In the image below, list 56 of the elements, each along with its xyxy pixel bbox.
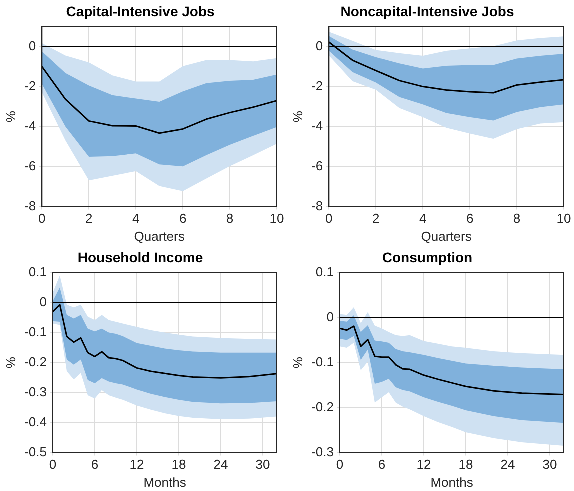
y-tick-label: -0.5	[24, 444, 47, 460]
y-tick-label: -0.3	[312, 444, 334, 460]
y-tick-label: -4	[312, 118, 324, 134]
x-tick-label: 8	[226, 211, 234, 226]
y-tick-label: -0.1	[312, 354, 334, 370]
y-tick-label: -6	[312, 158, 324, 174]
chart-title: Household Income	[78, 249, 204, 266]
y-tick-label: -0.3	[24, 384, 47, 400]
y-tick-label: 0.1	[28, 264, 47, 280]
x-tick-label: 18	[458, 457, 474, 472]
y-tick-label: -6	[24, 158, 36, 174]
x-axis-title: Quarters	[421, 228, 472, 244]
x-tick-label: 6	[378, 457, 386, 472]
chart-title: Capital-Intensive Jobs	[66, 3, 216, 20]
chart-title: Noncapital-Intensive Jobs	[340, 3, 514, 20]
x-tick-label: 24	[500, 457, 516, 472]
x-tick-label: 6	[179, 211, 187, 226]
y-axis-title: %	[3, 356, 18, 369]
x-tick-label: 6	[91, 457, 99, 472]
x-tick-label: 18	[172, 457, 186, 472]
y-axis-title: %	[290, 356, 306, 369]
x-axis-title: Months	[144, 474, 187, 490]
y-tick-label: -0.2	[312, 399, 334, 414]
y-tick-label: -8	[312, 198, 324, 214]
x-tick-label: 6	[466, 211, 474, 226]
x-axis-title: Quarters	[134, 228, 186, 244]
x-axis-title: Months	[430, 474, 474, 490]
y-tick-label: 0	[28, 38, 36, 54]
x-tick-label: 10	[556, 211, 572, 226]
x-tick-label: 30	[256, 457, 270, 472]
y-tick-label: -2	[312, 78, 324, 94]
x-tick-label: 2	[372, 211, 380, 226]
x-tick-label: 12	[130, 457, 144, 472]
y-tick-label: -4	[24, 118, 36, 134]
y-tick-label: -8	[24, 198, 36, 214]
y-axis-title: %	[290, 110, 306, 123]
x-tick-label: 8	[513, 211, 521, 226]
y-tick-label: -2	[24, 78, 36, 94]
y-tick-label: 0	[316, 38, 324, 54]
x-tick-label: 0	[336, 457, 344, 472]
y-tick-label: -0.4	[24, 414, 47, 430]
chart-title: Consumption	[382, 249, 473, 266]
y-tick-label: 0.1	[316, 264, 334, 280]
x-tick-label: 12	[416, 457, 432, 472]
y-tick-label: 0	[326, 309, 334, 324]
x-tick-label: 24	[214, 457, 228, 472]
x-tick-label: 30	[542, 457, 558, 472]
x-tick-label: 4	[419, 211, 427, 226]
y-tick-label: -0.2	[24, 354, 47, 370]
y-axis-title: %	[3, 110, 18, 123]
x-tick-label: 2	[86, 211, 93, 226]
x-tick-label: 0	[49, 457, 57, 472]
y-tick-label: 0	[40, 294, 47, 310]
x-tick-label: 4	[132, 211, 140, 226]
y-tick-label: -0.1	[24, 324, 47, 340]
x-tick-label: 10	[270, 211, 284, 226]
